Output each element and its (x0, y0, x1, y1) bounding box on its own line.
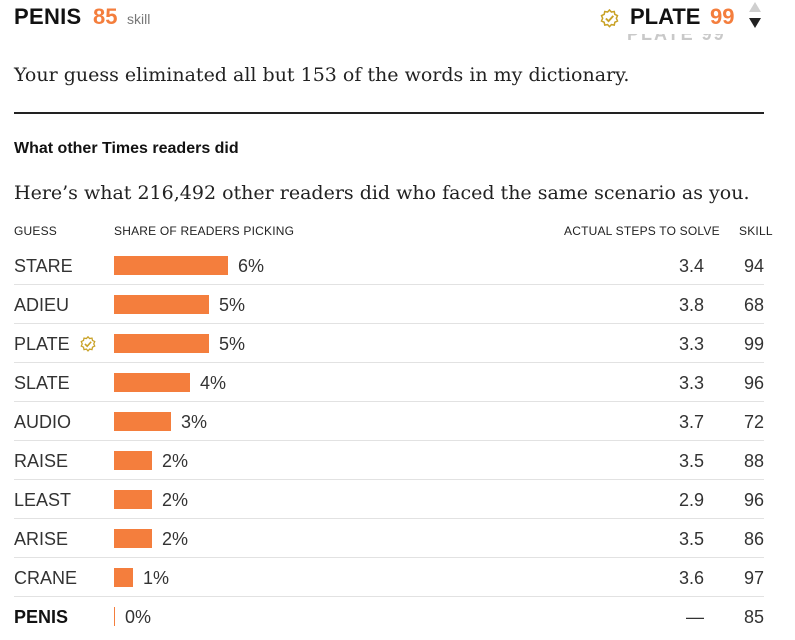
guess-word-cell: CRANE (14, 568, 78, 588)
steps-to-solve: — (686, 607, 704, 627)
share-percent: 2% (162, 529, 189, 549)
share-percent: 1% (143, 568, 170, 588)
arrow-up-icon[interactable] (749, 2, 761, 12)
readers-table: STARE 6% 3.4 94 ADIEU 5% 3.8 68 PLATE 5% 3.3 99 SLAT… (14, 246, 764, 635)
gold-check-badge-icon (80, 336, 96, 352)
col-header-share: SHARE OF READERS PICKING (114, 224, 295, 238)
share-percent: 6% (238, 256, 265, 276)
guess-word-cell: PLATE (14, 334, 70, 354)
steps-to-solve: 3.4 (678, 256, 704, 276)
next-guess-peek: PLATE 99 (627, 34, 739, 41)
guess-switcher[interactable] (748, 2, 762, 32)
section-divider (14, 112, 764, 114)
skill-score: 68 (743, 295, 764, 315)
guess-word-cell: LEAST (14, 490, 72, 510)
guess-word-cell: PENIS (14, 607, 69, 627)
share-percent: 2% (162, 451, 189, 471)
col-header-guess: GUESS (14, 224, 58, 238)
share-bar (114, 256, 228, 275)
steps-to-solve: 3.3 (678, 334, 704, 354)
guess-word-cell: ARISE (14, 529, 69, 549)
skill-score: 96 (743, 373, 764, 393)
steps-to-solve: 3.6 (678, 568, 704, 588)
share-bar (114, 373, 190, 392)
table-row: ADIEU 5% 3.8 68 (14, 285, 764, 324)
score-header: PENIS 85 skill (14, 4, 755, 34)
guess-word-cell: AUDIO (14, 412, 72, 432)
table-row: STARE 6% 3.4 94 (14, 246, 764, 285)
best-score: 99 (710, 4, 735, 29)
steps-to-solve: 3.8 (678, 295, 704, 315)
guess-word: PENIS (14, 4, 82, 29)
elimination-result: Your guess eliminated all but 153 of the… (14, 64, 630, 86)
table-row: RAISE 2% 3.5 88 (14, 441, 764, 480)
skill-score: 97 (743, 568, 764, 588)
share-bar (114, 568, 133, 587)
best-word: PLATE (630, 4, 701, 29)
skill-score: 94 (743, 256, 764, 276)
guess-word-cell: STARE (14, 256, 73, 276)
skill-score: 85 (743, 607, 764, 627)
share-percent: 5% (219, 295, 246, 315)
share-percent: 0% (125, 607, 152, 627)
guess-skill-label: skill (127, 11, 151, 27)
table-row: SLATE 4% 3.3 96 (14, 363, 764, 402)
guess-word-cell: SLATE (14, 373, 70, 393)
skill-score: 99 (743, 334, 764, 354)
share-bar (114, 412, 171, 431)
table-row: LEAST 2% 2.9 96 (14, 480, 764, 519)
steps-to-solve: 3.5 (678, 451, 704, 471)
share-bar (114, 295, 209, 314)
share-percent: 5% (219, 334, 246, 354)
col-header-steps: ACTUAL STEPS TO SOLVE (564, 224, 720, 238)
gold-check-badge-icon (600, 9, 619, 28)
table-row: CRANE 1% 3.6 97 (14, 558, 764, 597)
share-percent: 4% (200, 373, 227, 393)
steps-to-solve: 3.5 (678, 529, 704, 549)
readers-summary: Here’s what 216,492 other readers did wh… (14, 182, 750, 204)
skill-score: 86 (743, 529, 764, 549)
table-row: ARISE 2% 3.5 86 (14, 519, 764, 558)
steps-to-solve: 3.7 (678, 412, 704, 432)
share-bar (114, 334, 209, 353)
share-bar (114, 451, 152, 470)
table-row: PLATE 5% 3.3 99 (14, 324, 764, 363)
skill-score: 72 (743, 412, 764, 432)
guess-word-cell: ADIEU (14, 295, 70, 315)
share-bar (114, 529, 152, 548)
skill-score: 88 (743, 451, 764, 471)
table-row: PENIS 0% — 85 (14, 597, 764, 635)
col-header-skill: SKILL (739, 224, 773, 238)
guess-word-cell: RAISE (14, 451, 69, 471)
table-row: AUDIO 3% 3.7 72 (14, 402, 764, 441)
share-percent: 2% (162, 490, 189, 510)
guess-score: 85 (93, 4, 118, 29)
skill-score: 96 (743, 490, 764, 510)
share-percent: 3% (181, 412, 208, 432)
share-bar (114, 490, 152, 509)
arrow-down-icon[interactable] (749, 18, 761, 28)
steps-to-solve: 3.3 (678, 373, 704, 393)
steps-to-solve: 2.9 (678, 490, 704, 510)
share-bar (114, 607, 115, 626)
section-title: What other Times readers did (14, 140, 239, 157)
best-guess: PLATE 99 (560, 4, 740, 34)
